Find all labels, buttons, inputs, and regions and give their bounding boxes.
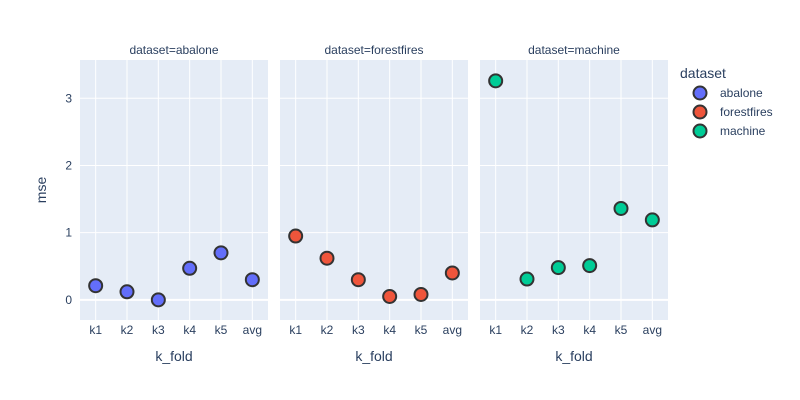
x-tick-label: k3: [152, 323, 165, 337]
legend-title: dataset: [680, 65, 726, 81]
y-tick-label: 2: [65, 158, 72, 172]
plot-background: [80, 60, 268, 320]
data-point-abalone-k3: [150, 292, 166, 308]
data-point-machine-k4: [582, 258, 598, 274]
x-axis-title: k_fold: [355, 348, 392, 364]
data-point-abalone-avg: [244, 272, 260, 288]
x-tick-label: k5: [415, 323, 428, 337]
legend-label: abalone: [720, 86, 763, 100]
x-tick-label: avg: [643, 323, 662, 337]
x-axis-title: k_fold: [155, 348, 192, 364]
x-tick-label: k3: [552, 323, 565, 337]
data-point-forestfires-k5: [413, 286, 429, 302]
data-point-abalone-k1: [88, 278, 104, 294]
y-tick-label: 1: [65, 226, 72, 240]
facet-title: dataset=forestfires: [324, 43, 423, 57]
facet-title: dataset=machine: [528, 43, 620, 57]
x-tick-label: avg: [243, 323, 262, 337]
facet-panel-forestfires: dataset=forestfires k1 k2 k3 k4 k5 avg k_fold: [280, 43, 468, 364]
y-axis-title: mse: [33, 177, 49, 204]
x-tick-label: avg: [443, 323, 462, 337]
x-tick-label: k5: [615, 323, 628, 337]
legend-marker: [692, 85, 708, 101]
legend-item-machine: machine: [692, 123, 766, 139]
x-tick-label: k2: [121, 323, 134, 337]
data-point-forestfires-k1: [288, 228, 304, 244]
y-tick-label: 3: [65, 91, 72, 105]
x-tick-label: k4: [183, 323, 196, 337]
x-tick-label: k4: [383, 323, 396, 337]
data-point-abalone-k4: [182, 260, 198, 276]
plot-background: [280, 60, 468, 320]
data-point-forestfires-k3: [350, 272, 366, 288]
legend-label: machine: [720, 124, 766, 138]
x-tick-label: k1: [89, 323, 102, 337]
y-tick-label: 0: [65, 293, 72, 307]
x-tick-label: k1: [489, 323, 502, 337]
legend-item-forestfires: forestfires: [692, 104, 773, 120]
facet-title: dataset=abalone: [129, 43, 218, 57]
x-tick-label: k5: [215, 323, 228, 337]
data-point-machine-k1: [488, 73, 504, 89]
data-point-machine-avg: [644, 212, 660, 228]
facet-panel-machine: dataset=machine k1 k2 k3 k4 k5 avg k_fold: [480, 43, 668, 364]
x-tick-label: k4: [583, 323, 596, 337]
x-axis-title: k_fold: [555, 348, 592, 364]
x-tick-label: k3: [352, 323, 365, 337]
data-point-forestfires-k2: [319, 250, 335, 266]
x-tick-label: k2: [521, 323, 534, 337]
data-point-forestfires-avg: [444, 265, 460, 281]
plot-background: [480, 60, 668, 320]
facet-panel-abalone: dataset=abalone k1 k2 k3 k4 k5 avg k_fold: [80, 43, 268, 364]
data-point-abalone-k2: [119, 284, 135, 300]
data-point-machine-k5: [613, 200, 629, 216]
legend-label: forestfires: [720, 105, 773, 119]
legend-item-abalone: abalone: [692, 85, 763, 101]
x-tick-label: k2: [321, 323, 334, 337]
data-point-machine-k2: [519, 271, 535, 287]
data-point-machine-k3: [550, 260, 566, 276]
data-point-abalone-k5: [213, 245, 229, 261]
legend: dataset abalone forestfires machine: [680, 65, 773, 139]
legend-marker: [692, 123, 708, 139]
x-tick-label: k1: [289, 323, 302, 337]
legend-marker: [692, 104, 708, 120]
data-point-forestfires-k4: [382, 288, 398, 304]
